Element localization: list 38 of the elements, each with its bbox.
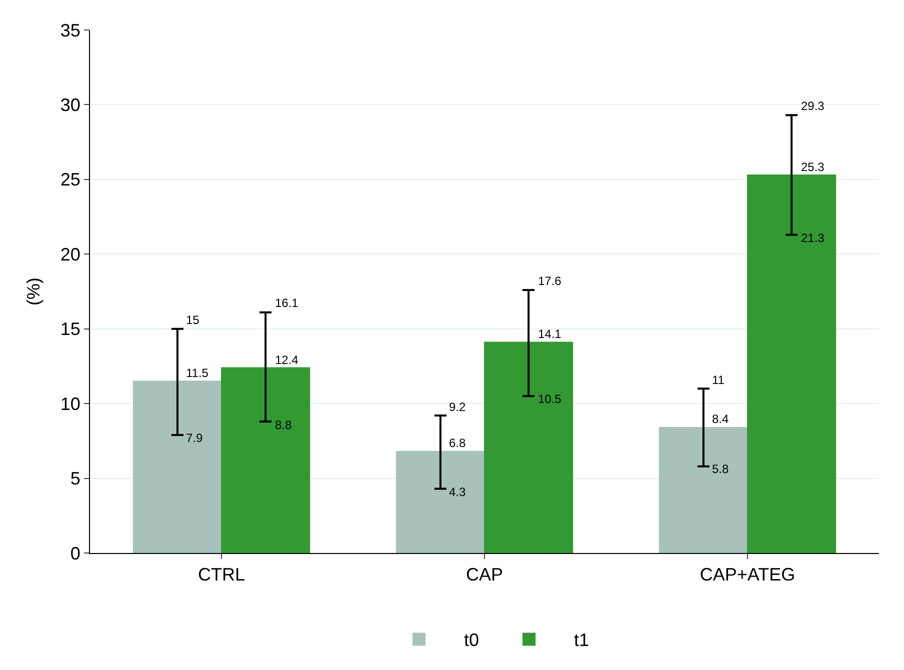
annotation: 4.3 [449,485,466,499]
bar [747,174,836,553]
y-tick-label: 35 [60,20,80,40]
y-axis-title: (%) [24,278,44,306]
y-tick-label: 10 [60,394,80,414]
y-tick-label: 20 [60,244,80,264]
x-tick-label: CAP+ATEG [700,564,796,585]
bar [484,342,574,553]
data-label: 25.3 [801,160,825,174]
x-tick-label: CAP [466,564,504,585]
annotation: 11 [712,373,725,387]
annotation: 7.9 [186,431,204,445]
data-label: 6.8 [449,436,466,450]
data-label: 12.4 [275,353,299,367]
y-tick-label: 0 [70,543,80,564]
y-tick-label: 30 [60,95,80,116]
x-tick-label: CTRL [198,564,246,585]
data-label: 14.1 [538,327,562,341]
annotation: 5.8 [712,462,730,476]
annotation: 10.5 [538,392,562,406]
annotation: 17.6 [538,274,562,288]
legend-label: t1 [574,630,590,650]
annotation: 9.2 [449,400,466,414]
bar [221,367,310,553]
legend-label: t0 [464,630,480,650]
annotation: 8.8 [275,418,292,432]
y-tick-label: 5 [70,468,80,489]
bar [132,380,222,553]
annotation: 21.3 [801,231,825,245]
data-label: 8.4 [712,412,730,426]
bar [396,450,485,553]
annotation: 16.1 [275,296,299,310]
y-tick-label: 15 [60,319,80,340]
bar [658,426,748,553]
annotation: 15 [186,313,200,327]
annotation: 29.3 [801,99,825,113]
y-tick-label: 25 [60,170,80,190]
data-label: 11.5 [186,366,209,380]
